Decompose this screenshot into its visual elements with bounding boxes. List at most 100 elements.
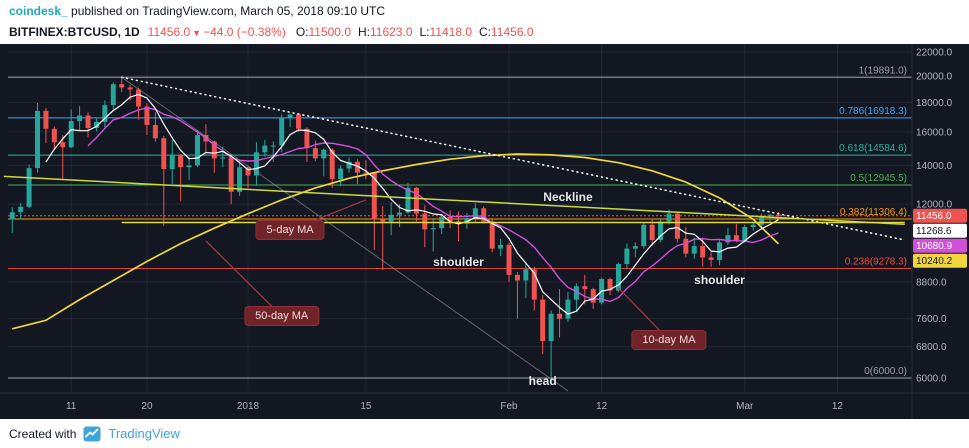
tradingview-logo-icon[interactable] bbox=[83, 425, 101, 443]
open-value: 11500.0 bbox=[308, 25, 352, 39]
price-badge bbox=[913, 238, 967, 253]
time-axis-label: 20 bbox=[141, 401, 153, 412]
fib-label-1: 1(19891.0) bbox=[859, 65, 907, 76]
candle-body bbox=[338, 168, 344, 180]
candle-body bbox=[691, 246, 697, 254]
time-axis-label: Mar bbox=[736, 401, 754, 412]
candle-body bbox=[750, 224, 756, 228]
price-axis-label: 18000.0 bbox=[916, 98, 953, 109]
fib-label-0.382: 0.382(11306.4) bbox=[840, 207, 907, 218]
candle-body bbox=[245, 167, 251, 176]
candle-body bbox=[279, 117, 285, 146]
candle-body bbox=[380, 219, 386, 222]
candle-body bbox=[169, 154, 175, 170]
candle-body bbox=[582, 286, 588, 290]
price-axis-label: 6800.0 bbox=[916, 342, 947, 353]
close-value: 11456.0 bbox=[491, 25, 534, 39]
price-axis-label: 8800.0 bbox=[916, 277, 947, 288]
price-badge-value: 10680.9 bbox=[916, 241, 953, 252]
candle-body bbox=[489, 221, 495, 249]
candle-body bbox=[220, 157, 226, 159]
candle-body bbox=[548, 313, 554, 342]
fib-label-0.236: 0.236(9278.3) bbox=[845, 257, 907, 268]
candle-body bbox=[565, 299, 571, 319]
candle-body bbox=[85, 115, 91, 129]
high-label: H: bbox=[358, 25, 370, 39]
candle-body bbox=[127, 87, 133, 90]
chart-area[interactable]: 22000.0 20000.0 18000.0 16000.0 14000.0 12000… bbox=[0, 44, 969, 419]
candle-body bbox=[632, 246, 638, 249]
candle-body bbox=[641, 224, 647, 247]
price-axis-label: 14000.0 bbox=[916, 161, 953, 172]
callout-pointer-line bbox=[618, 287, 670, 341]
candle-body bbox=[363, 172, 369, 174]
trendline-support-diagonal bbox=[3, 175, 905, 226]
candle-body bbox=[93, 121, 99, 129]
candle-body bbox=[708, 257, 714, 261]
candle-body bbox=[733, 235, 739, 242]
candle-body bbox=[18, 206, 24, 213]
time-axis-label: 11 bbox=[66, 401, 77, 412]
candle-body bbox=[354, 161, 360, 173]
candle-body bbox=[77, 115, 83, 122]
candle-body bbox=[110, 84, 116, 106]
candle-body bbox=[178, 154, 184, 168]
candle-body bbox=[397, 212, 403, 215]
candle-body bbox=[498, 244, 504, 249]
candle-body bbox=[523, 269, 529, 281]
candle-body bbox=[725, 235, 731, 243]
price-badge bbox=[913, 208, 967, 223]
candle-body bbox=[481, 208, 487, 222]
attribution-bar: coindesk_ published on TradingView.com, … bbox=[0, 0, 969, 22]
candle-body bbox=[152, 124, 158, 139]
candle-body bbox=[666, 213, 672, 222]
trendline-neckline-dotted bbox=[120, 76, 906, 241]
candle-body bbox=[430, 228, 436, 230]
time-axis-label: 2018 bbox=[237, 401, 260, 412]
author-link[interactable]: coindesk_ bbox=[9, 4, 68, 18]
price-axis-label: 12000.0 bbox=[916, 200, 953, 211]
symbol-legend: BITFINEX:BTCUSD, 1D 11456.0 ▼ −44.0 (−0.38%… bbox=[0, 22, 969, 44]
candle-body bbox=[211, 141, 217, 159]
candle-body bbox=[700, 246, 706, 258]
high-value: 11623.0 bbox=[370, 25, 413, 39]
candle-body bbox=[573, 286, 579, 300]
candle-body bbox=[296, 114, 302, 129]
ma-50-line bbox=[11, 153, 780, 330]
symbol-title[interactable]: BITFINEX:BTCUSD, 1D bbox=[9, 25, 140, 39]
candle-body bbox=[540, 299, 546, 342]
price-axis-label: 7600.0 bbox=[916, 314, 947, 325]
candle-body bbox=[35, 110, 40, 169]
candle-body bbox=[557, 313, 563, 319]
candle-body bbox=[422, 213, 428, 230]
candle-body bbox=[464, 218, 470, 224]
candle-body bbox=[136, 89, 142, 107]
candle-body bbox=[119, 84, 125, 88]
candle-body bbox=[43, 110, 49, 129]
candle-body bbox=[253, 152, 259, 176]
change-down-icon: ▼ bbox=[192, 28, 202, 38]
tradingview-brand-link[interactable]: TradingView bbox=[108, 426, 180, 441]
candle-body bbox=[237, 167, 243, 192]
price-axis-label: 16000.0 bbox=[916, 127, 953, 138]
time-axis-label: 12 bbox=[832, 401, 844, 412]
candle-body bbox=[287, 114, 293, 118]
candle-body bbox=[262, 145, 268, 153]
price-badge bbox=[913, 223, 967, 238]
chart-canvas[interactable]: 22000.0 20000.0 18000.0 16000.0 14000.0 12000… bbox=[0, 44, 969, 419]
candle-body bbox=[775, 214, 781, 216]
candle-body bbox=[607, 279, 613, 291]
candle-body bbox=[304, 128, 310, 149]
candle-body bbox=[506, 244, 512, 275]
low-value: 11418.0 bbox=[429, 25, 473, 39]
candle-body bbox=[228, 157, 234, 192]
candle-body bbox=[590, 289, 596, 303]
candle-body bbox=[683, 238, 689, 254]
close-label: C: bbox=[479, 25, 492, 39]
candle-body bbox=[472, 208, 478, 219]
candle-body bbox=[270, 145, 276, 147]
low-label: L: bbox=[419, 25, 430, 39]
candle-body bbox=[346, 161, 352, 169]
candle-body bbox=[447, 216, 453, 222]
candle-body bbox=[144, 106, 150, 125]
